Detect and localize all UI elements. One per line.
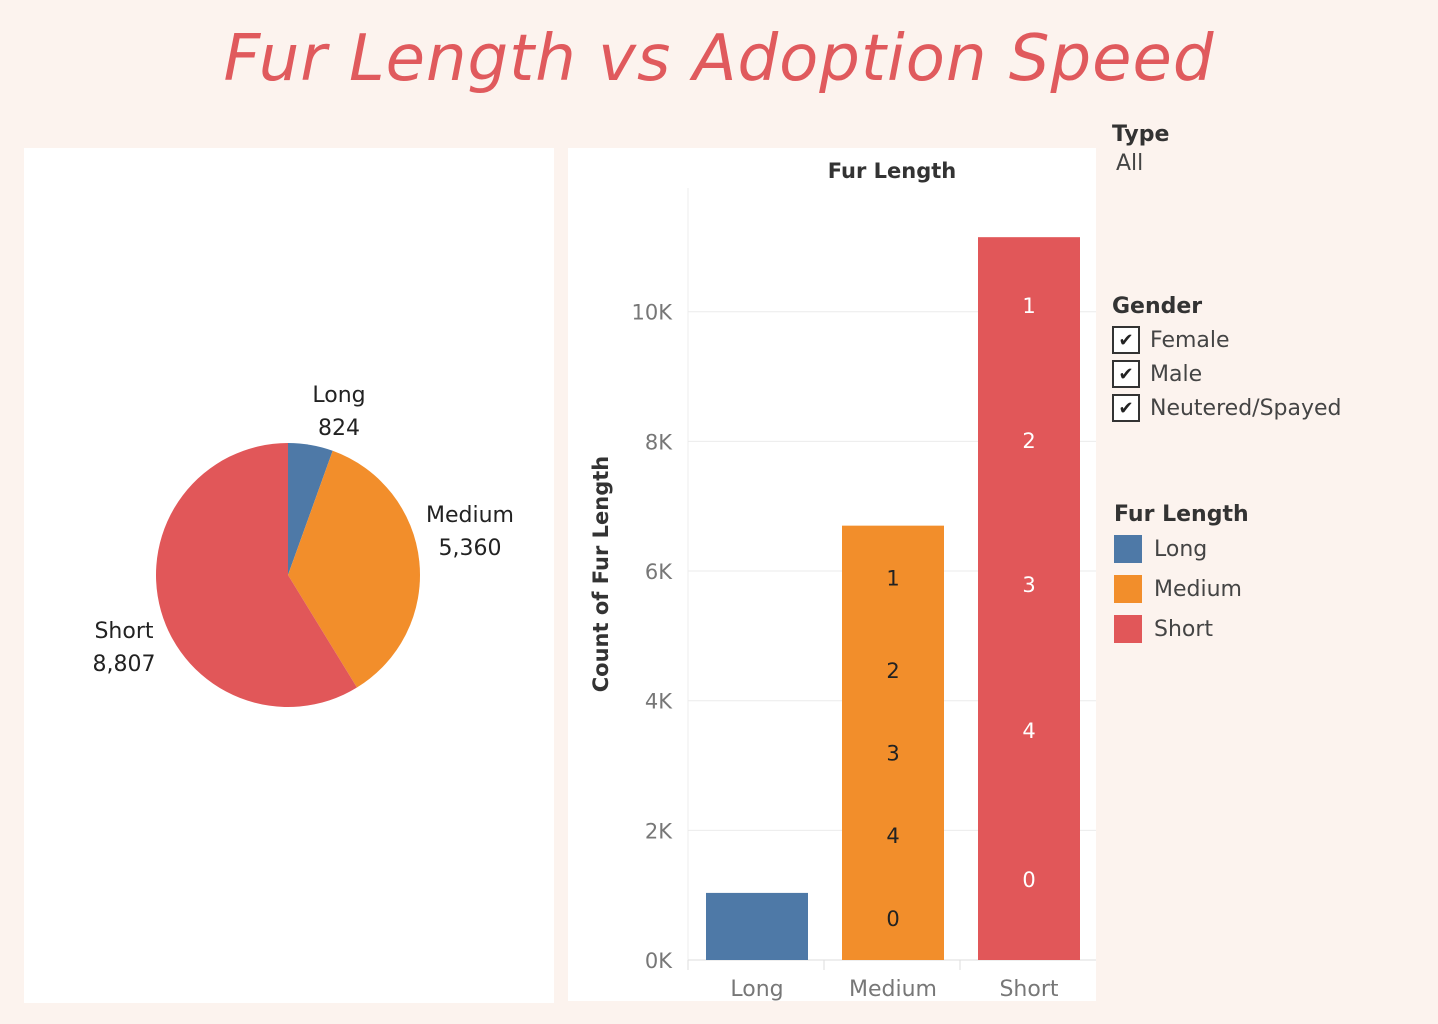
bar-chart-title: Fur Length	[828, 159, 957, 183]
y-tick-label: 6K	[645, 560, 673, 584]
segment-label: 3	[886, 742, 899, 766]
pie-chart-panel: Long 824 Medium 5,360 Short 8,807	[24, 148, 554, 1003]
legend-label: Short	[1154, 616, 1214, 642]
legend-swatch-long	[1114, 535, 1142, 563]
gender-filter-title: Gender	[1112, 294, 1203, 319]
filters-and-legend: Type All Gender ✔ Female ✔ Male ✔ Neuter…	[1112, 122, 1432, 643]
pie-label: Long	[312, 383, 365, 408]
x-tick-label: Medium	[849, 977, 937, 1001]
segment-label: 4	[1022, 719, 1035, 743]
legend-swatch-medium	[1114, 575, 1142, 603]
gender-option-neutered-spayed[interactable]: ✔ Neutered/Spayed	[1112, 391, 1342, 425]
pie-slice-long	[288, 443, 333, 575]
legend-swatch-short	[1114, 615, 1142, 643]
pie-slice-medium	[288, 450, 420, 688]
pie-value-label: 824	[318, 416, 360, 441]
type-filter-value[interactable]: All	[1116, 151, 1144, 176]
gender-option-label: Neutered/Spayed	[1150, 395, 1342, 421]
legend-label: Long	[1154, 536, 1208, 562]
y-tick-label: 8K	[645, 430, 673, 454]
legend-item-medium[interactable]: Medium	[1114, 569, 1249, 609]
bar-chart-panel: Fur Length 0K 2K 4K 6K 8K 10K Count of Fur Leng…	[568, 148, 1096, 1002]
x-tick-label: Long	[730, 977, 783, 1001]
y-tick-label: 10K	[632, 301, 674, 325]
segment-label: 1	[886, 567, 899, 591]
pie-slice-short	[156, 443, 357, 707]
pie-label: Medium	[426, 503, 514, 528]
gender-option-female[interactable]: ✔ Female	[1112, 323, 1342, 357]
pie-value-label: 5,360	[439, 536, 502, 561]
pie-label: Short	[94, 619, 153, 644]
x-tick-label: Short	[999, 977, 1058, 1001]
gender-option-label: Female	[1150, 327, 1230, 353]
y-tick-label: 4K	[645, 690, 673, 714]
gender-filter: Gender ✔ Female ✔ Male ✔ Neutered/Spayed	[1112, 294, 1342, 425]
pie-value-label: 8,807	[93, 652, 156, 677]
bar-long	[706, 892, 808, 960]
legend-item-long[interactable]: Long	[1114, 529, 1249, 569]
segment-label: 3	[1022, 573, 1035, 597]
bar-short	[978, 237, 1080, 960]
segment-label: 0	[886, 907, 899, 931]
check-icon[interactable]: ✔	[1112, 360, 1140, 388]
gender-option-label: Male	[1150, 361, 1203, 387]
legend-item-short[interactable]: Short	[1114, 609, 1249, 649]
type-filter-title: Type	[1112, 122, 1170, 147]
type-filter[interactable]: Type All	[1112, 122, 1432, 176]
legend-label: Medium	[1154, 576, 1242, 602]
y-axis-title: Count of Fur Length	[589, 456, 613, 692]
gender-option-male[interactable]: ✔ Male	[1112, 357, 1342, 391]
bar-medium	[842, 525, 944, 960]
segment-label: 4	[886, 824, 899, 848]
segment-label: 0	[1022, 868, 1035, 892]
y-tick-label: 2K	[645, 819, 673, 843]
pie-chart: Long 824 Medium 5,360 Short 8,807	[93, 383, 514, 707]
segment-label: 2	[886, 659, 899, 683]
bar-chart: Fur Length 0K 2K 4K 6K 8K 10K Count of Fur Leng…	[589, 159, 1096, 1002]
check-icon[interactable]: ✔	[1112, 326, 1140, 354]
page-title: Fur Length vs Adoption Speed	[223, 22, 1215, 96]
segment-label: 2	[1022, 429, 1035, 453]
segment-label: 1	[1022, 294, 1035, 318]
check-icon[interactable]: ✔	[1112, 394, 1140, 422]
legend-title: Fur Length	[1114, 502, 1249, 527]
fur-length-legend: Fur Length Long Medium Short	[1114, 502, 1249, 649]
y-tick-label: 0K	[645, 949, 673, 973]
